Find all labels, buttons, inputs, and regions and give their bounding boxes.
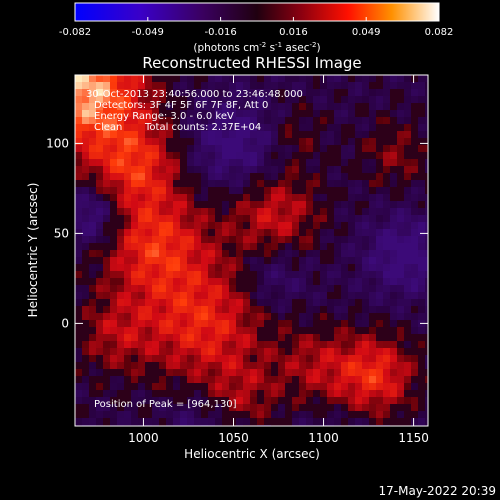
algorithm-text: Clean: [94, 122, 122, 133]
x-tick-label: 1100: [308, 431, 339, 445]
x-tick-label: 1000: [128, 431, 159, 445]
axis-ticks: 1000 1050 1100 1150 0 50 100: [46, 75, 429, 445]
y-axis-label: Heliocentric Y (arcsec): [26, 183, 40, 318]
colorbar-ticks: -0.082 -0.049 -0.016 0.016 0.049 0.082: [59, 17, 453, 38]
detectors-text: Detectors: 3F 4F 5F 6F 7F 8F, Att 0: [94, 100, 268, 111]
y-tick-label: 0: [61, 316, 69, 330]
peak-position-text: Position of Peak = [964,130]: [94, 399, 237, 410]
chart-title: Reconstructed RHESSI Image: [142, 54, 361, 72]
colorbar-unit-label: (photons cm-2 s-1 asec-2): [193, 41, 320, 54]
colorbar-tick-label: 0.082: [425, 27, 454, 38]
y-tick-label: 50: [54, 226, 69, 240]
plot-frame: [74, 74, 429, 427]
colorbar-tick-label: 0.049: [352, 27, 381, 38]
energy-range-text: Energy Range: 3.0 - 6.0 keV: [94, 111, 234, 122]
x-tick-label: 1150: [398, 431, 429, 445]
footer-date: 17-May-2022 20:39: [379, 484, 496, 498]
colorbar-tick-label: -0.082: [59, 27, 91, 38]
time-range-text: 30-Oct-2013 23:40:56.000 to 23:46:48.000: [86, 89, 303, 100]
colorbar-tick-label: -0.049: [132, 27, 164, 38]
y-tick-label: 100: [46, 136, 69, 150]
x-tick-label: 1050: [218, 431, 249, 445]
colorbar: [74, 2, 440, 22]
colorbar-tick-label: 0.016: [279, 27, 308, 38]
colorbar-tick-label: -0.016: [204, 27, 236, 38]
x-axis-label: Heliocentric X (arcsec): [184, 447, 320, 461]
total-counts-text: Total counts: 2.37E+04: [144, 122, 261, 133]
